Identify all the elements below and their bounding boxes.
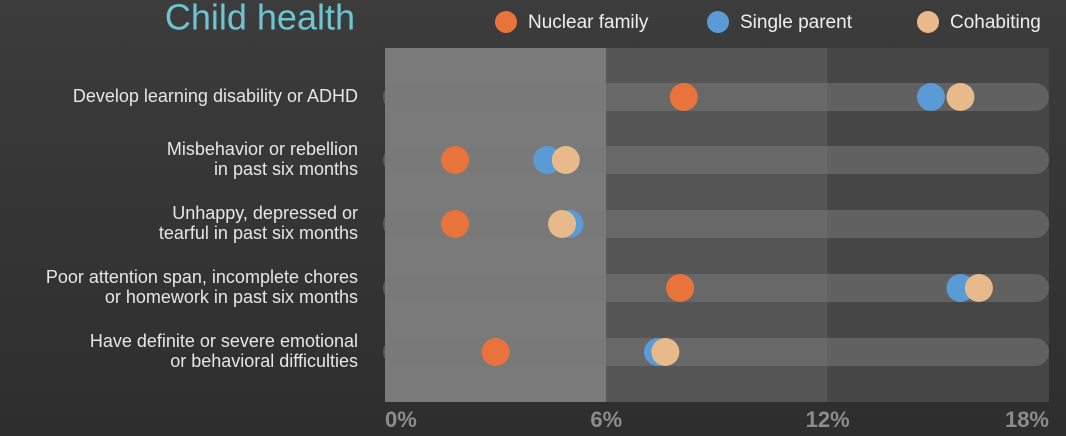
chart-title: Child health [165, 0, 355, 38]
category-label: Poor attention span, incomplete chores [46, 267, 358, 287]
category-label: Develop learning disability or ADHD [73, 86, 358, 106]
legend-label: Nuclear family [528, 12, 649, 33]
legend-swatch [495, 11, 517, 33]
dot [964, 274, 993, 302]
dot [548, 210, 577, 238]
dot [651, 338, 680, 366]
dot [666, 274, 695, 302]
dot [441, 146, 470, 174]
legend-label: Single parent [740, 12, 853, 33]
category-label: Unhappy, depressed or [172, 203, 358, 223]
legend-label: Cohabiting [950, 12, 1041, 33]
dot [551, 146, 580, 174]
legend-swatch [917, 11, 939, 33]
x-tick-label: 6% [590, 407, 622, 432]
category-label: or homework in past six months [105, 287, 358, 307]
category-label: tearful in past six months [159, 223, 358, 243]
x-tick-label: 18% [1005, 407, 1049, 432]
category-label: Misbehavior or rebellion [167, 139, 358, 159]
legend-swatch [707, 11, 729, 33]
track [383, 274, 1049, 302]
dot [669, 83, 698, 111]
track [383, 146, 1049, 174]
x-tick-label: 12% [806, 407, 850, 432]
x-tick-label: 0% [385, 407, 417, 432]
track [383, 210, 1049, 238]
dot [946, 83, 975, 111]
category-label: in past six months [214, 159, 358, 179]
category-label: Have definite or severe emotional [90, 331, 358, 351]
dot [916, 83, 945, 111]
track [383, 338, 1049, 366]
category-label: or behavioral difficulties [170, 351, 358, 371]
dot [441, 210, 470, 238]
dot [481, 338, 510, 366]
track [383, 83, 1049, 111]
